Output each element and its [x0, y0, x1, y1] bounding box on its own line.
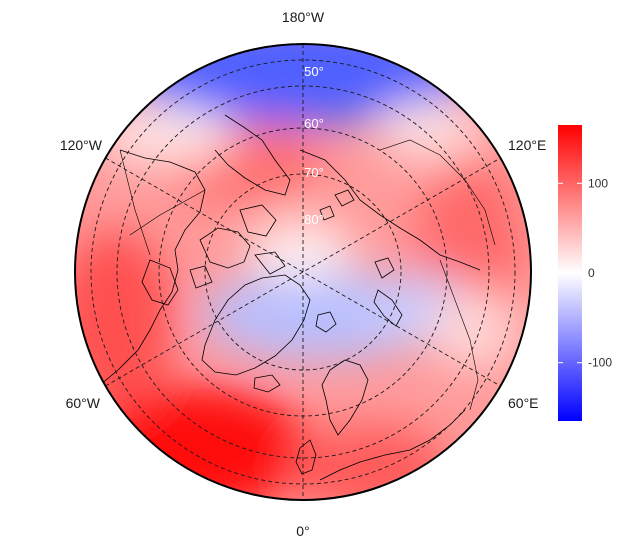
british-isles [295, 439, 317, 475]
novaya-zemlya [373, 289, 403, 327]
severnaya-zemlya [374, 257, 395, 279]
siberia-coastline [299, 149, 481, 271]
greenland-coastline [201, 274, 311, 376]
map-border [74, 43, 532, 501]
colorbar-tick-label: 100 [588, 176, 608, 190]
lon-label-120w: 120°W [60, 137, 103, 153]
iceland [253, 374, 281, 393]
europe-coastline [319, 409, 466, 481]
scandinavia-coastline [321, 359, 369, 436]
canadian-archipelago [189, 204, 286, 289]
lat-label-50: 50° [304, 64, 324, 79]
hudson-bay [141, 259, 179, 306]
lat-label-70: 70° [304, 165, 324, 180]
alaska-coastline [214, 114, 291, 196]
colorbar-ticks: 100 0 -100 [558, 176, 612, 370]
canada-borders [119, 149, 206, 256]
meridian-120w-60e [105, 157, 501, 387]
lon-label-60e: 60°E [508, 395, 539, 411]
east-siberia-border [379, 139, 496, 246]
anomaly-field [75, 44, 531, 500]
svalbard [315, 311, 337, 333]
russia-border [439, 259, 479, 411]
lat-label-80: 80° [304, 212, 324, 227]
lon-label-60w: 60°W [66, 395, 101, 411]
graticule [90, 44, 516, 500]
parallel-80 [204, 173, 402, 371]
north-america-coastline [99, 149, 206, 386]
colorbar-tick-label: 0 [588, 266, 595, 280]
colorbar-tick-label: -100 [588, 356, 612, 370]
lon-label-180w: 180°W [282, 9, 325, 25]
coastlines [99, 114, 496, 481]
lon-label-120e: 120°E [508, 137, 546, 153]
lon-label-0: 0° [296, 523, 309, 539]
meridian-60w-120e [105, 157, 501, 387]
lat-label-60: 60° [304, 116, 324, 131]
parallel-50 [90, 59, 516, 485]
colorbar: 100 0 -100 [558, 125, 612, 421]
new-siberian-islands [319, 189, 355, 221]
